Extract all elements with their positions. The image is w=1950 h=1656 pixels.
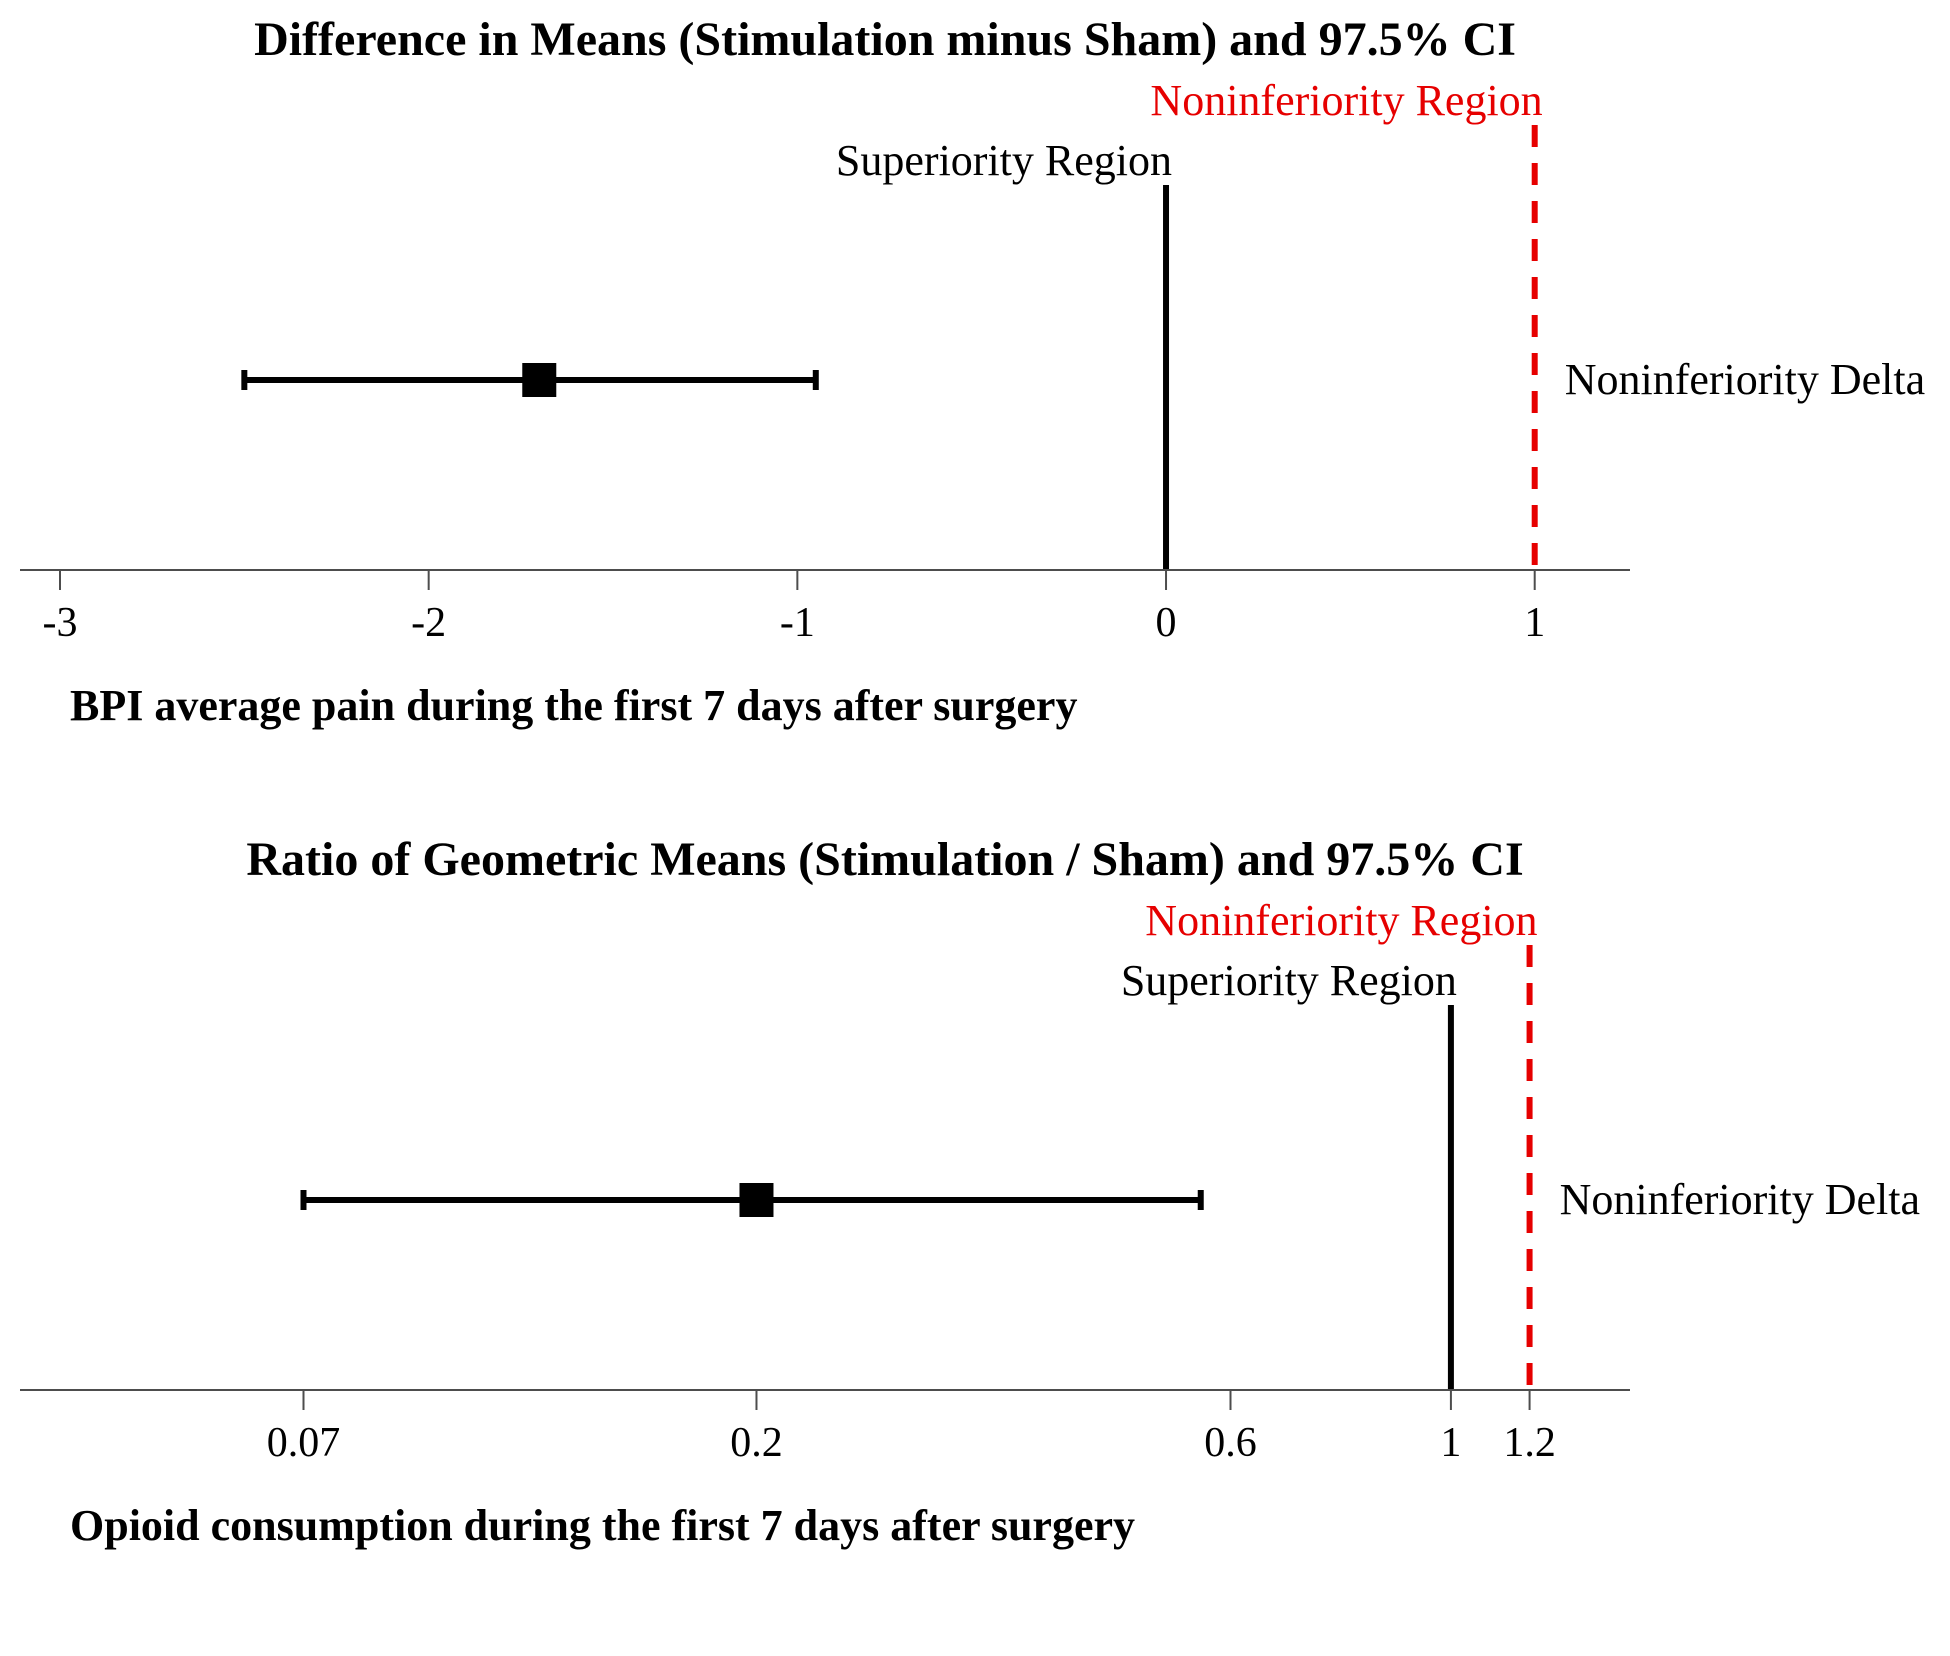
point-estimate-marker xyxy=(522,363,556,397)
noninferiority-delta-label: Noninferiority Delta xyxy=(1565,355,1925,404)
x-tick-label: -3 xyxy=(43,600,78,646)
point-estimate-marker xyxy=(739,1183,773,1217)
superiority-region-label: Superiority Region xyxy=(1121,956,1457,1005)
x-axis-label: Opioid consumption during the first 7 da… xyxy=(70,1501,1135,1550)
x-tick-label: -1 xyxy=(780,600,815,646)
x-axis-label: BPI average pain during the first 7 days… xyxy=(70,681,1077,730)
x-tick-label: 0 xyxy=(1156,600,1177,646)
superiority-region-label: Superiority Region xyxy=(836,136,1172,185)
x-tick-label: 1 xyxy=(1524,600,1545,646)
noninferiority-region-label: Noninferiority Region xyxy=(1145,896,1537,945)
x-tick-label: 0.07 xyxy=(267,1420,341,1466)
panel-title: Ratio of Geometric Means (Stimulation / … xyxy=(246,833,1523,886)
x-tick-label: 1.2 xyxy=(1503,1420,1556,1466)
noninferiority-delta-label: Noninferiority Delta xyxy=(1560,1175,1920,1224)
x-tick-label: 1 xyxy=(1440,1420,1461,1466)
x-tick-label: 0.6 xyxy=(1204,1420,1257,1466)
noninferiority-region-label: Noninferiority Region xyxy=(1150,76,1542,125)
panel-title: Difference in Means (Stimulation minus S… xyxy=(254,13,1516,66)
x-tick-label: 0.2 xyxy=(730,1420,783,1466)
x-tick-label: -2 xyxy=(411,600,446,646)
